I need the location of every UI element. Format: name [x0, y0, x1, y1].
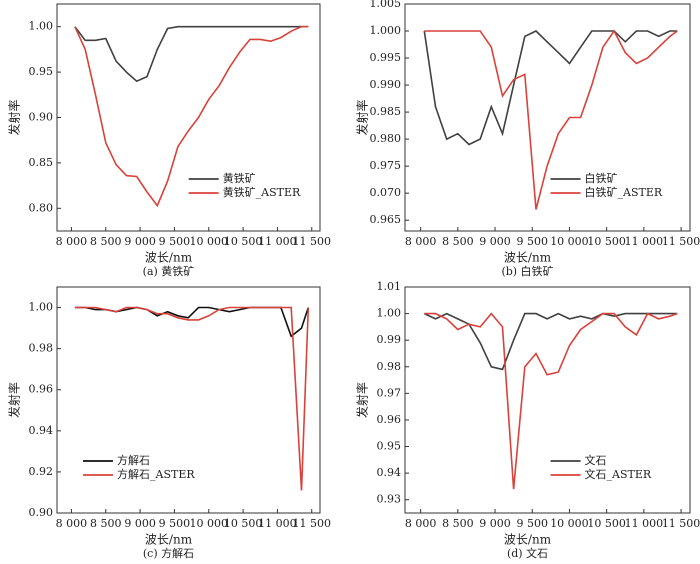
panel-caption: (d) 文石	[507, 546, 548, 560]
x-tick-label: 11 000	[625, 517, 664, 530]
x-tick-label: 9 000	[124, 517, 156, 530]
x-tick-label: 11 500	[293, 235, 332, 248]
x-tick-label: 8 000	[56, 517, 88, 530]
series-line	[74, 25, 309, 208]
x-tick-label: 8 500	[90, 235, 122, 248]
y-tick-label: 0.94	[29, 424, 54, 437]
x-tick-label: 8 500	[90, 517, 122, 530]
legend-label: 白铁矿_ASTER	[585, 185, 663, 199]
x-tick-label: 10 000	[550, 517, 589, 530]
panel-caption: (b) 白铁矿	[501, 264, 553, 278]
x-tick-label: 9 000	[479, 235, 511, 248]
x-tick-label: 10 000	[550, 235, 589, 248]
legend-label: 黄铁矿	[223, 171, 256, 185]
series-line	[74, 25, 309, 83]
legend-label: 方解石	[117, 453, 150, 467]
y-tick-label: 0.985	[370, 105, 402, 118]
x-tick-label: 9 500	[159, 517, 191, 530]
x-tick-label: 10 000	[190, 235, 229, 248]
x-tick-label: 9 500	[516, 235, 548, 248]
series-line	[423, 312, 678, 371]
x-tick-label: 10 500	[224, 235, 263, 248]
series-line	[424, 312, 678, 490]
x-tick-label: 8 500	[442, 517, 474, 530]
x-tick-label: 11 500	[662, 517, 700, 530]
x-tick-label: 9 500	[159, 235, 191, 248]
x-tick-label: 8 000	[405, 235, 437, 248]
x-tick-label: 10 500	[224, 517, 263, 530]
y-tick-label: 1.00	[29, 301, 54, 314]
x-tick-label: 11 000	[625, 235, 664, 248]
panel-caption: (a) 黄铁矿	[143, 264, 195, 278]
y-tick-label: 1.005	[370, 0, 402, 10]
x-tick-label: 11 000	[258, 235, 297, 248]
y-axis-title: 发射率	[7, 382, 22, 418]
x-tick-label: 11 000	[258, 517, 297, 530]
y-tick-label: 0.98	[377, 360, 402, 373]
y-tick-label: 0.995	[370, 51, 402, 64]
y-tick-label: 0.96	[377, 413, 402, 426]
legend-label: 方解石_ASTER	[117, 467, 195, 481]
legend-label: 白铁矿	[585, 171, 618, 185]
x-tick-label: 9 000	[479, 517, 511, 530]
plot-frame	[56, 286, 321, 514]
plot-frame	[404, 286, 691, 514]
y-tick-label: 1.01	[377, 280, 402, 293]
x-axis-title: 波长/nm	[504, 251, 552, 265]
series-line	[74, 306, 310, 491]
legend-label: 文石	[585, 453, 607, 467]
y-tick-label: 0.94	[377, 466, 402, 479]
y-tick-label: 1.00	[377, 307, 402, 320]
y-tick-label: 0.99	[377, 333, 402, 346]
y-tick-label: 0.95	[29, 65, 54, 78]
y-tick-label: 0.93	[377, 493, 402, 506]
x-tick-label: 9 000	[124, 235, 156, 248]
x-tick-label: 10 500	[587, 517, 626, 530]
series-line	[424, 29, 678, 210]
y-tick-label: 0.980	[370, 132, 402, 145]
y-tick-label: 0.95	[377, 440, 402, 453]
x-axis-title: 波长/nm	[145, 251, 193, 265]
x-axis-title: 波长/nm	[504, 533, 552, 547]
y-tick-label: 1.000	[370, 24, 402, 37]
y-tick-label: 0.90	[29, 506, 54, 519]
y-tick-label: 0.96	[29, 383, 54, 396]
y-axis-title: 发射率	[355, 382, 370, 418]
series-line	[423, 30, 678, 146]
x-tick-label: 8 000	[56, 235, 88, 248]
y-tick-label: 0.90	[29, 111, 54, 124]
x-tick-label: 11 500	[662, 235, 700, 248]
y-axis-title: 发射率	[7, 99, 22, 135]
y-tick-label: 0.965	[370, 213, 402, 226]
panel-caption: (c) 方解石	[143, 546, 194, 560]
y-tick-label: 0.97	[377, 386, 402, 399]
y-tick-label: 0.975	[370, 159, 402, 172]
x-tick-label: 9 500	[516, 517, 548, 530]
x-tick-label: 8 000	[405, 517, 437, 530]
y-tick-label: 0.990	[370, 78, 402, 91]
series-line	[74, 306, 310, 338]
legend-label: 黄铁矿_ASTER	[223, 185, 301, 199]
x-tick-label: 10 500	[587, 235, 626, 248]
y-axis-title: 发射率	[355, 99, 370, 135]
legend-label: 文石_ASTER	[585, 467, 652, 481]
x-axis-title: 波长/nm	[145, 533, 193, 547]
x-tick-label: 8 500	[442, 235, 474, 248]
x-tick-label: 10 000	[190, 517, 229, 530]
y-tick-label: 0.80	[29, 201, 54, 214]
plot-frame	[404, 3, 691, 232]
x-tick-label: 11 500	[293, 517, 332, 530]
y-tick-label: 0.98	[29, 342, 54, 355]
y-tick-label: 0.070	[370, 186, 402, 199]
y-tick-label: 0.85	[29, 156, 54, 169]
y-tick-label: 1.00	[29, 20, 54, 33]
y-tick-label: 0.92	[29, 465, 54, 478]
